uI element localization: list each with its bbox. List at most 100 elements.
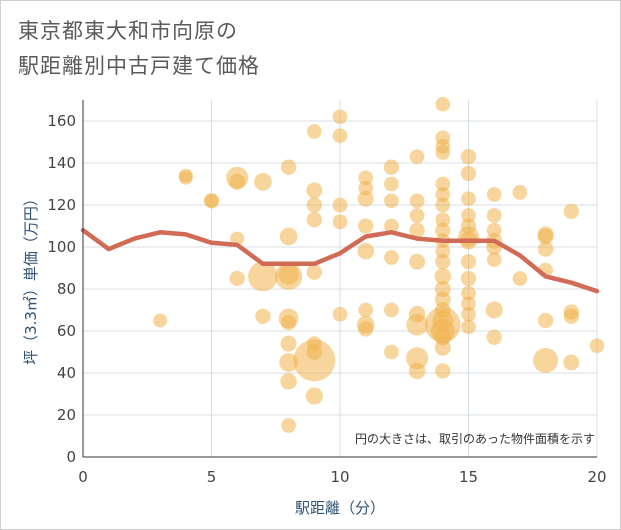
bubble-point	[358, 302, 374, 318]
bubble-point	[406, 347, 429, 370]
bubble-point	[358, 170, 374, 186]
x-axis-label: 駅距離（分）	[295, 499, 385, 517]
chart-title-line1: 東京都東大和市向原の	[18, 19, 238, 43]
bubble-point	[460, 149, 477, 165]
bubble-point	[306, 182, 323, 199]
chart-title-line2: 駅距離別中古戸建て価格	[18, 54, 260, 78]
bubble-point	[435, 363, 451, 379]
bubble-point	[384, 302, 399, 318]
bubble-point	[204, 193, 219, 208]
bubble-point	[486, 252, 502, 267]
bubble-point	[460, 165, 477, 182]
y-tick-label: 120	[47, 196, 76, 214]
bubble-point	[358, 218, 374, 234]
bubble-point	[435, 254, 451, 270]
bubble-point	[435, 187, 451, 202]
bubble-point	[332, 128, 348, 144]
bubble-point	[280, 335, 297, 352]
bubble-point	[280, 373, 297, 390]
bubble-point	[434, 268, 452, 285]
bubble-point	[255, 308, 271, 324]
x-tick-label: 10	[330, 468, 349, 486]
bubble-point	[306, 124, 322, 139]
bubble-point	[280, 159, 297, 175]
bubble-point	[384, 218, 399, 234]
bubble-point	[384, 176, 399, 192]
bubble-point	[357, 190, 374, 207]
y-tick-label: 40	[57, 364, 76, 382]
bubble-point	[279, 227, 298, 246]
y-tick-label: 100	[47, 238, 76, 256]
bubble-point	[435, 222, 451, 238]
bubble-point	[306, 264, 322, 280]
bubble-point	[409, 222, 425, 238]
bubble-point	[358, 321, 374, 337]
x-tick-label: 15	[459, 468, 478, 486]
bubble-point	[279, 353, 298, 372]
y-tick-label: 160	[47, 112, 76, 130]
size-note: 円の大きさは、取引のあった物件面積を示す	[355, 431, 595, 446]
bubble-point	[409, 253, 426, 270]
bubble-point	[332, 214, 348, 230]
bubble-point	[384, 250, 399, 265]
bubble-point	[408, 362, 426, 380]
bubble-series	[153, 96, 605, 433]
bubble-point	[435, 96, 451, 112]
bubble-point	[537, 241, 554, 257]
bubble-point	[537, 228, 554, 245]
bubble-point	[486, 187, 502, 202]
bubble-point	[332, 197, 348, 213]
bubble-point	[153, 313, 168, 328]
bubble-point	[357, 242, 374, 260]
bubble-point	[461, 208, 476, 223]
bubble-point	[537, 312, 554, 329]
bubble-point	[486, 329, 502, 345]
bubble-point	[461, 319, 476, 335]
bubble-point	[563, 308, 579, 324]
bubble-point	[178, 170, 193, 185]
bubble-point	[486, 208, 502, 223]
bubble-point	[563, 203, 579, 219]
bubble-point	[533, 347, 559, 373]
bubble-point	[281, 418, 296, 433]
chart-title: 東京都東大和市向原の 駅距離別中古戸建て価格	[18, 14, 438, 84]
bubble-point	[435, 212, 451, 228]
y-tick-label: 0	[66, 448, 76, 466]
bubble-point	[435, 243, 451, 259]
bubble-point	[384, 344, 399, 360]
bubble-point	[589, 338, 605, 354]
bubble-point	[461, 191, 476, 207]
bubble-point	[254, 173, 272, 191]
bubble-point	[406, 313, 428, 336]
y-tick-label: 20	[57, 406, 76, 424]
bubble-point	[435, 176, 451, 192]
bubble-point	[305, 387, 323, 405]
x-tick-labels: 0 5 10 15 20	[78, 468, 606, 486]
bubble-point	[461, 285, 476, 301]
bubble-point	[383, 159, 400, 175]
bubble-point	[293, 339, 336, 382]
x-tick-label: 5	[207, 468, 217, 486]
bubble-point	[460, 254, 477, 270]
bubble-point	[512, 185, 528, 200]
bubble-point	[274, 262, 303, 291]
bubble-point	[306, 212, 322, 228]
x-tick-label: 0	[78, 468, 88, 486]
bubble-point	[384, 193, 399, 209]
gridlines	[83, 100, 598, 457]
bubble-point	[230, 231, 245, 246]
y-tick-label: 80	[57, 280, 76, 298]
bubble-point	[461, 306, 476, 322]
bubble-point	[280, 314, 297, 331]
bubble-point	[434, 339, 451, 356]
trend-series	[80, 227, 600, 294]
axes	[82, 100, 597, 458]
y-axis-label: 坪（3.3㎡）単価（万円）	[22, 191, 40, 365]
bubble-point	[435, 145, 451, 160]
bubble-point	[460, 270, 477, 287]
bubble-point	[306, 197, 322, 213]
bubble-point	[229, 270, 245, 287]
bubble-point	[435, 197, 451, 213]
bubble-point	[229, 173, 246, 190]
